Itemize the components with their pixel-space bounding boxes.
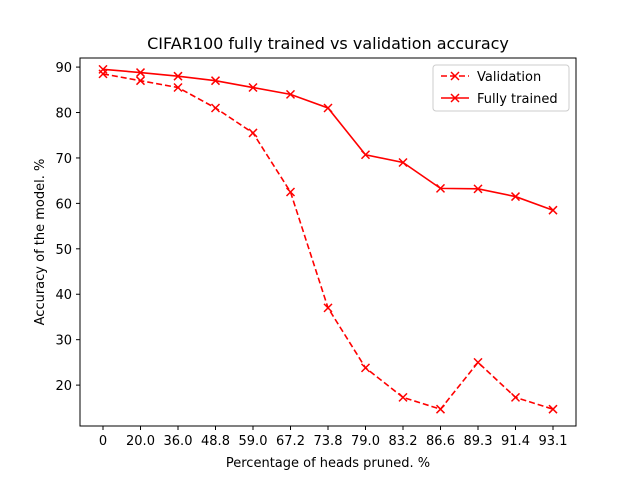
x-axis-label: Percentage of heads pruned. % — [226, 456, 430, 471]
x-tick-label: 73.8 — [314, 434, 343, 449]
series-2-point — [98, 64, 108, 74]
x-tick-label: 20.0 — [126, 434, 155, 449]
y-tick-label: 50 — [55, 243, 72, 258]
series-1-point — [360, 363, 371, 373]
series-2-point — [360, 150, 371, 160]
legend-marker-2 — [450, 93, 460, 103]
x-tick-label: 67.2 — [276, 434, 305, 449]
series-1-point — [398, 392, 408, 402]
x-tick-label: 83.2 — [389, 434, 418, 449]
legend: Validation Fully trained — [432, 64, 570, 112]
x-tick-label: 0 — [99, 434, 107, 449]
x-tick-label: 79.0 — [351, 434, 380, 449]
x-tick-label: 91.4 — [501, 434, 530, 449]
plot-area: 0 20.0 36.0 48.8 59.0 67.2 73.8 79.0 83.2 86.6 89.… — [55, 57, 577, 449]
series-2-point — [323, 103, 333, 113]
x-tick-label: 36.0 — [164, 434, 193, 449]
legend-label-1: Validation — [477, 70, 541, 85]
series-1-point — [285, 187, 296, 197]
x-tick-label: 48.8 — [201, 434, 230, 449]
y-axis-label: Accuracy of the model. % — [33, 159, 48, 326]
legend-label-2: Fully trained — [477, 92, 558, 107]
series-2-point — [135, 68, 146, 78]
series-2-point — [435, 183, 446, 193]
series-1-point — [435, 404, 446, 414]
x-tick-label: 93.1 — [539, 434, 568, 449]
series-1-point — [135, 76, 146, 86]
x-tick-label: 89.3 — [464, 434, 493, 449]
y-tick-label: 30 — [55, 334, 72, 349]
series-2-point — [548, 205, 558, 215]
series-1-point — [548, 404, 558, 414]
legend-marker-1 — [450, 71, 460, 81]
series-2-point — [173, 71, 183, 81]
series-1-point — [323, 303, 333, 313]
x-tick-label: 59.0 — [239, 434, 268, 449]
y-tick-label: 60 — [55, 197, 72, 212]
y-tick-label: 90 — [55, 61, 72, 76]
series-2-point — [248, 83, 258, 93]
series-2-point — [285, 89, 296, 99]
series-2-point — [510, 192, 521, 202]
series-2-point — [398, 157, 408, 168]
series-1-point — [473, 357, 483, 367]
series-2-point — [473, 184, 483, 194]
series-1-point — [248, 128, 258, 138]
legend-box — [432, 64, 570, 112]
series-2-point — [210, 76, 221, 86]
y-tick-label: 70 — [55, 152, 72, 167]
series-1-point — [510, 392, 521, 402]
x-tick-label: 86.6 — [426, 434, 455, 449]
y-tick-label: 40 — [55, 288, 72, 303]
series-1-point — [210, 103, 221, 113]
chart-title: CIFAR100 fully trained vs validation acc… — [147, 34, 509, 53]
y-tick-label: 80 — [55, 107, 72, 122]
y-tick-label: 20 — [55, 379, 72, 394]
series-1-point — [173, 83, 183, 93]
